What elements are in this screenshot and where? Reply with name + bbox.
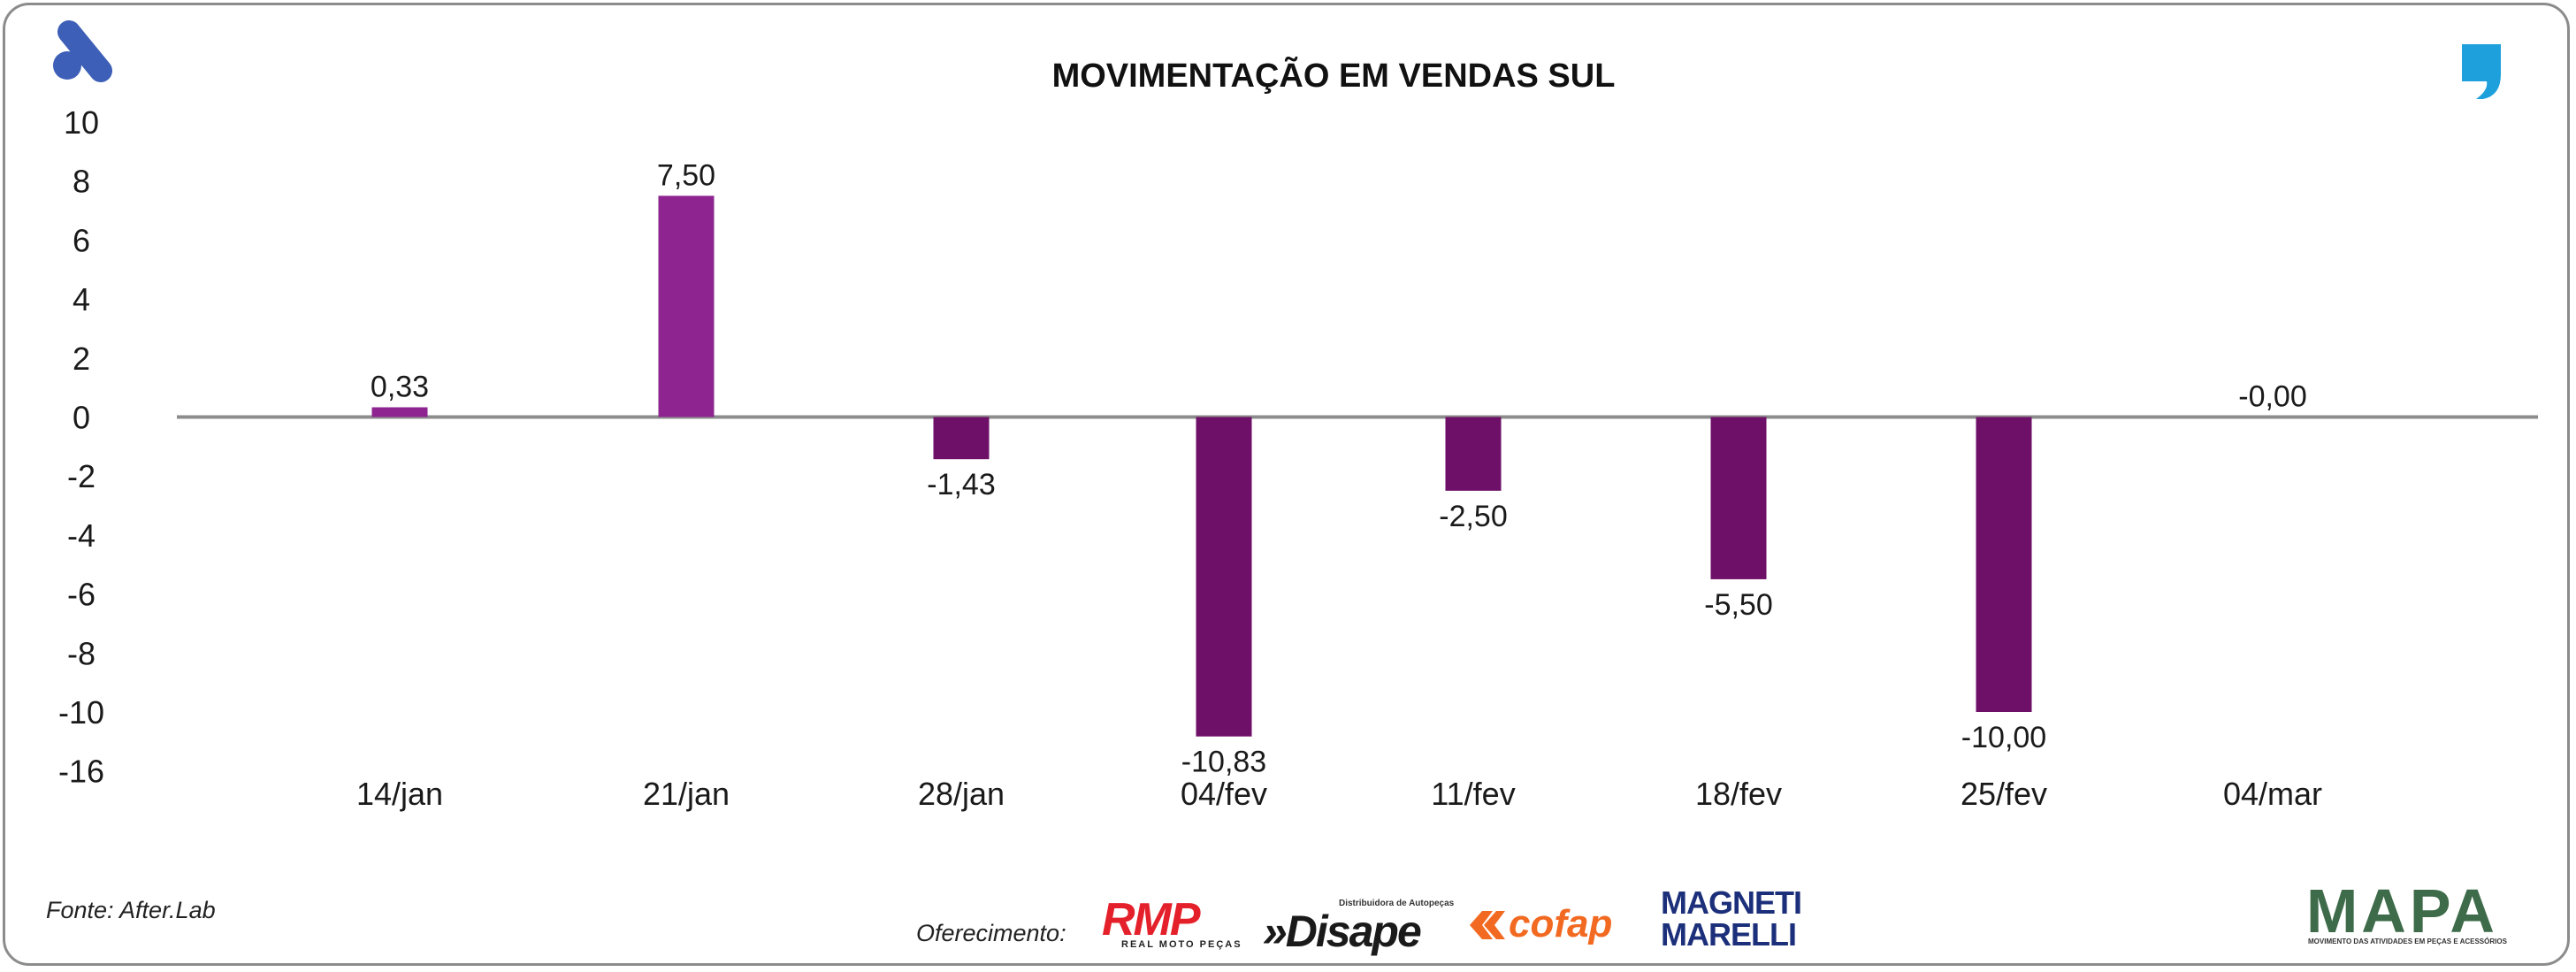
mapa-logo-tagline: MOVIMENTO DAS ATIVIDADES EM PEÇAS E ACES… [2308,938,2507,945]
data-label: -0,00 [2238,380,2307,414]
rmp-logo-tagline: REAL MOTO PEÇAS [1121,939,1242,950]
cofap-emblem-icon [1470,911,1505,939]
y-axis: 10 8 6 4 2 0 -2 -4 -6 -8 -10 -16 [58,104,104,790]
disape-logo: Distribuidora de Autopeças »Disape [1263,893,1454,956]
y-tick-label: -2 [67,458,96,494]
bar-28/jan [933,417,990,460]
data-labels: 0,33 7,50 -1,43 -10,83 -2,50 -5,50 -10,00 -0,00 [371,158,2307,778]
y-tick-label: -8 [67,635,96,671]
x-tick-label: 28/jan [918,776,1005,812]
y-tick-label: -6 [67,577,96,613]
chart-title: MOVIMENTAÇÃO EM VENDAS SUL [1052,56,1616,95]
chart-frame [3,3,2570,966]
y-tick-label: 8 [73,164,90,200]
disape-logo-name: »Disape [1263,907,1422,956]
x-tick-label: 25/fev [1961,776,2047,812]
data-label: -2,50 [1439,500,1508,533]
x-tick-label: 04/mar [2223,776,2322,812]
bar-11/fev [1445,417,1502,491]
bar-04/fev [1196,417,1252,737]
quote-mark-icon [2462,44,2501,99]
rmp-logo-name: RMP [1102,894,1201,945]
mapa-logo-name: MAPA [2306,876,2498,945]
x-tick-label: 04/fev [1181,776,1267,812]
y-tick-label: 4 [73,281,90,318]
bar-21/jan [658,195,715,417]
data-label: -10,83 [1181,746,1266,779]
x-tick-label: 14/jan [356,776,443,812]
bar-25/fev [1976,417,2032,712]
x-tick-label: 18/fev [1695,776,1782,812]
data-label: 7,50 [657,158,715,192]
bars [371,195,2032,737]
x-tick-label: 11/fev [1431,776,1515,812]
y-tick-label: -16 [58,754,104,790]
x-axis: 14/jan 21/jan 28/jan 04/fev 11/fev 18/fev 25/f… [356,776,2322,812]
disape-logo-tagline: Distribuidora de Autopeças [1339,899,1455,908]
y-tick-label: 6 [73,222,90,258]
bar-14/jan [371,407,428,417]
after-lab-logo-icon [53,20,112,82]
mapa-logo: MAPA MOVIMENTO DAS ATIVIDADES EM PEÇAS E… [2306,876,2510,946]
cofap-logo: cofap [1470,899,1647,952]
rmp-logo: RMP REAL MOTO PEÇAS [1102,893,1243,953]
y-tick-label: -4 [67,517,96,554]
bar-18/fev [1710,417,1767,579]
magneti-marelli-logo: MAGNETI MARELLI [1661,884,1802,955]
data-label: 0,33 [371,370,429,403]
magneti-logo-line1: MAGNETI [1661,884,1802,921]
y-tick-label: 0 [73,400,90,436]
y-tick-label: -10 [58,694,104,731]
data-label: -5,50 [1704,588,1773,622]
magneti-logo-line2: MARELLI [1661,916,1797,953]
y-tick-label: 2 [73,341,90,377]
data-label: -1,43 [927,468,996,501]
cofap-logo-name: cofap [1509,902,1613,945]
source-text: Fonte: After.Lab [46,897,216,923]
y-tick-label: 10 [64,104,99,141]
sponsor-label: Oferecimento: [916,920,1066,946]
x-tick-label: 21/jan [643,776,730,812]
data-label: -10,00 [1961,721,2046,754]
